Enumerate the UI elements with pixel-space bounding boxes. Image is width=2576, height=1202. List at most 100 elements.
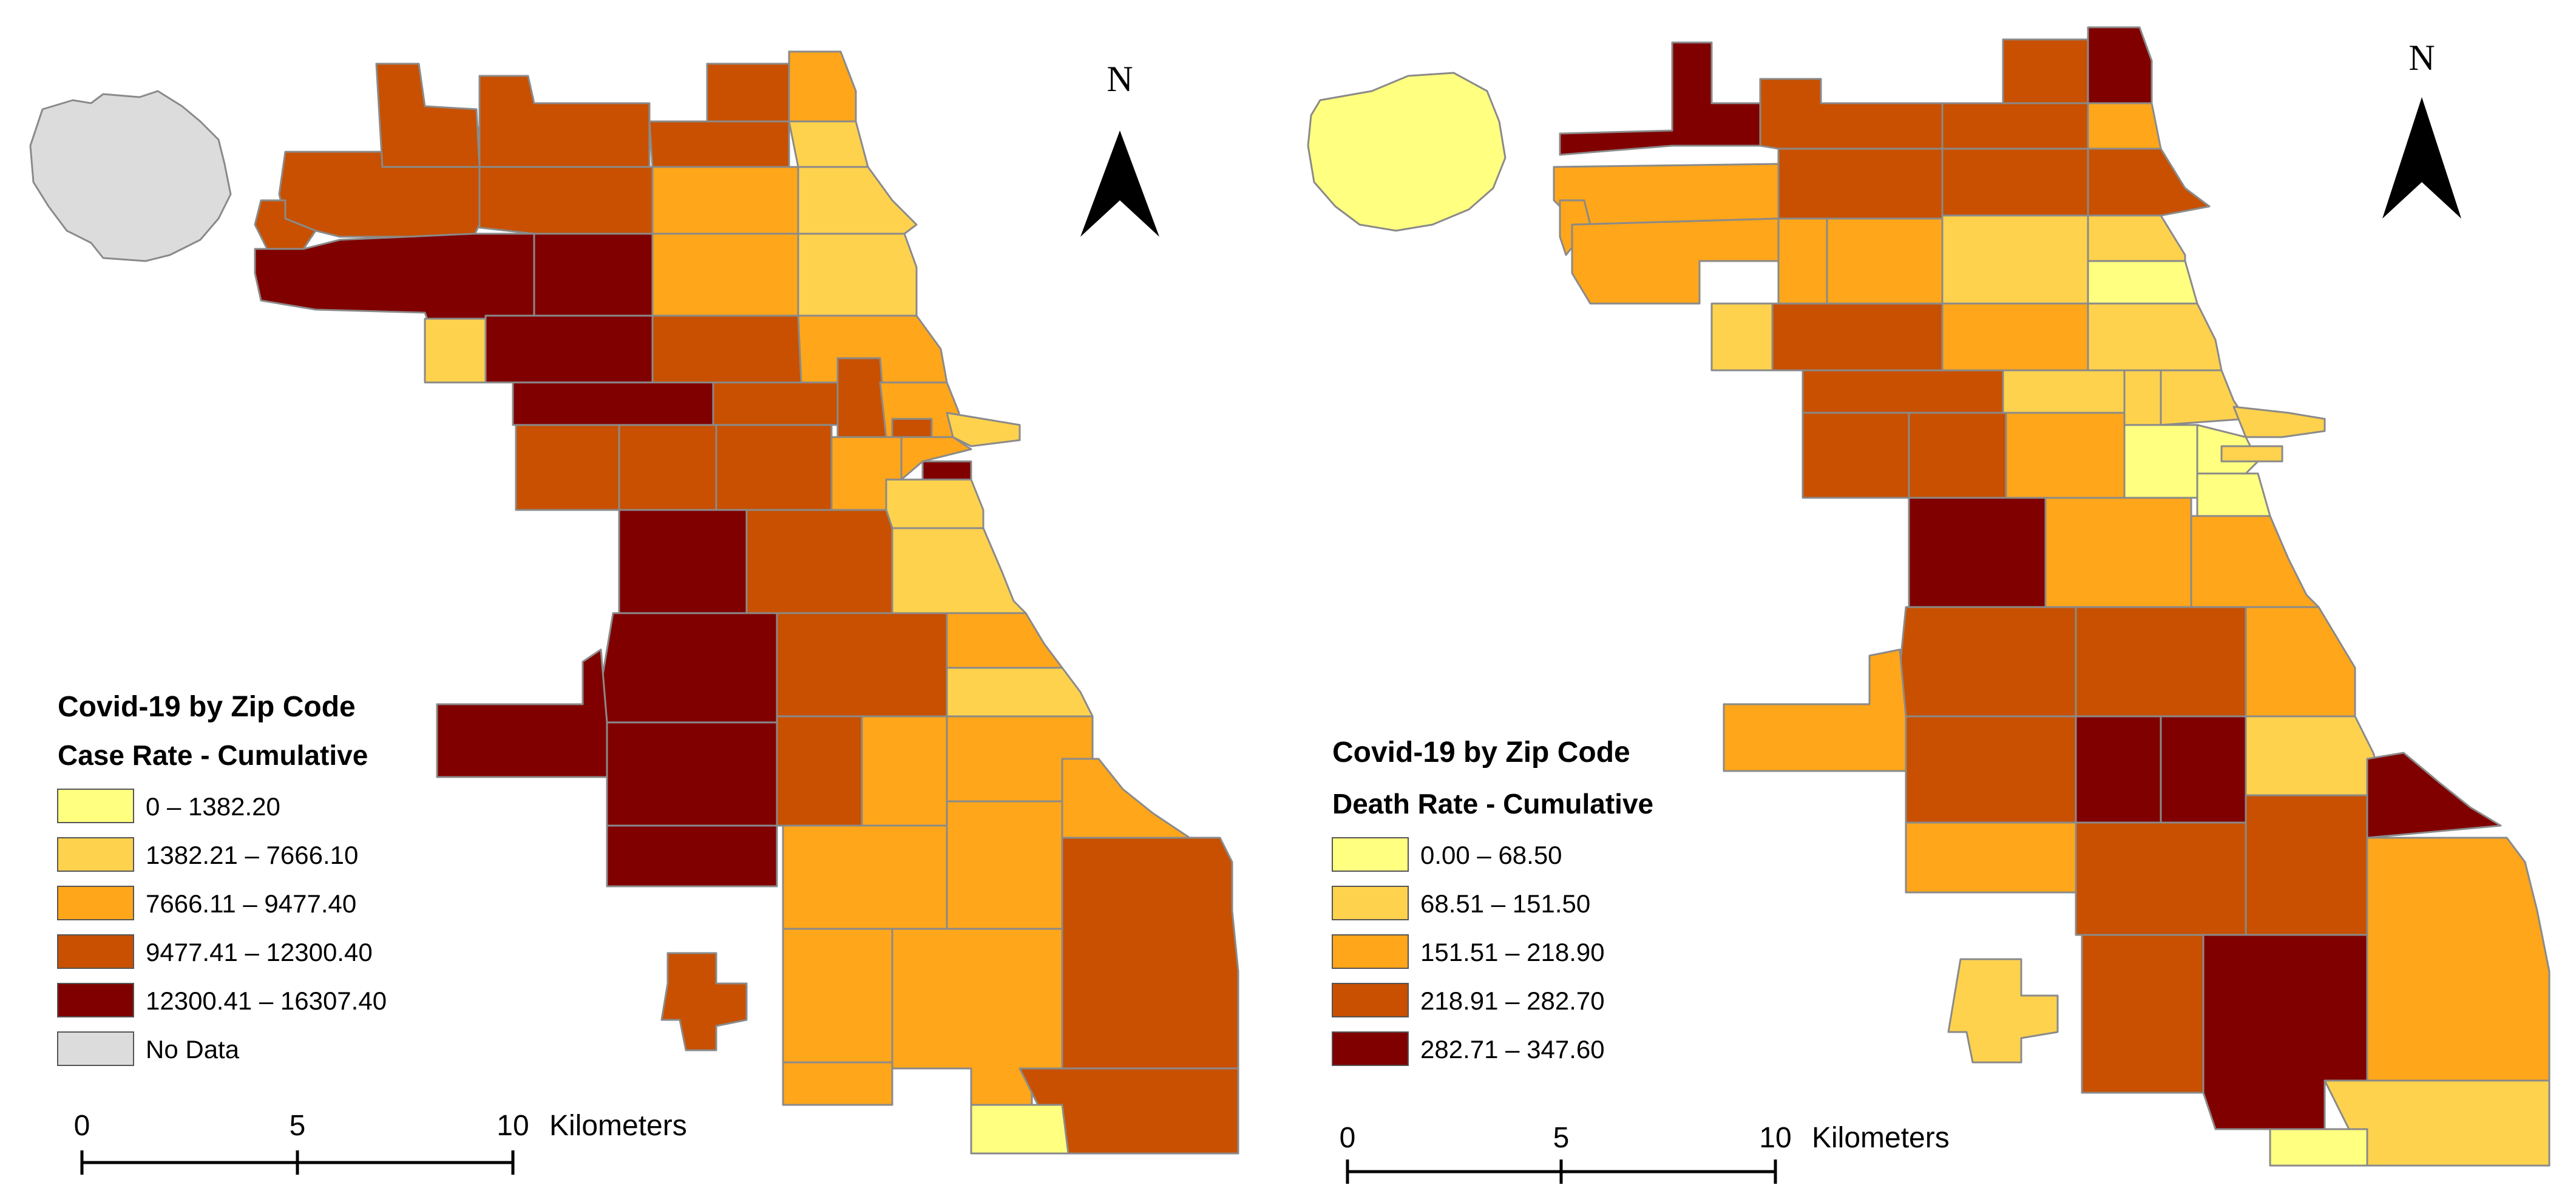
zone-60804-d xyxy=(1723,648,1907,772)
legend-swatch xyxy=(1332,1031,1409,1066)
zone-60617 xyxy=(1061,837,1239,1082)
zone-60644 xyxy=(515,424,620,511)
zone-60640 xyxy=(797,166,918,235)
legend-swatch xyxy=(57,934,134,969)
scale-tick-0: 0 xyxy=(1340,1122,1356,1154)
legend-label: 151.51 – 218.90 xyxy=(1420,938,1605,966)
zone-60653 xyxy=(946,612,1063,669)
legend-label: 7666.11 – 9477.40 xyxy=(146,889,356,918)
death-rate-legend: Covid-19 by Zip Code Death Rate - Cumula… xyxy=(1332,736,1653,1066)
legend-label: 282.71 – 347.60 xyxy=(1420,1035,1605,1064)
zone-60632 xyxy=(776,612,948,718)
north-arrow-label-d: N xyxy=(2408,38,2435,78)
zone-60610 xyxy=(836,357,887,438)
zone-60639-d xyxy=(1802,369,2004,414)
case-rate-legend: Covid-19 by Zip Code Case Rate - Cumulat… xyxy=(57,691,387,1066)
legend-subtitle: Case Rate - Cumulative xyxy=(58,739,368,771)
legend-label: 0.00 – 68.50 xyxy=(1420,841,1562,869)
zone-60651 xyxy=(512,381,714,426)
zone-60653-d xyxy=(2245,606,2356,718)
zone-60614-d xyxy=(2087,302,2223,372)
zone-60630-d xyxy=(1571,217,1780,305)
zone-60626 xyxy=(788,120,869,168)
zone-60613-d xyxy=(2087,260,2198,305)
legend-swatch xyxy=(57,1031,134,1066)
legend-subtitle: Death Rate - Cumulative xyxy=(1332,788,1653,820)
zone-60649 xyxy=(1061,758,1191,839)
zone-60608-d xyxy=(2044,497,2192,608)
scale-tick-0: 0 xyxy=(74,1110,90,1142)
zone-60647-d xyxy=(2002,369,2126,414)
zone-60608 xyxy=(745,509,893,614)
zone-60646b-d xyxy=(1777,148,1944,220)
zone-60623-d xyxy=(1899,606,2077,718)
zone-60605-d xyxy=(2196,472,2271,517)
zone-60660-d xyxy=(2087,102,2162,150)
zone-60605 xyxy=(885,478,985,529)
zone-60629 xyxy=(606,721,778,827)
zone-60624b xyxy=(618,424,717,511)
zone-60625b-d xyxy=(1826,217,1944,305)
scale-tick-10: 10 xyxy=(497,1110,529,1142)
zone-60827-d xyxy=(2269,1128,2368,1167)
zone-60647 xyxy=(651,314,802,384)
death-rate-map: N Covid-19 by Zip Code Death Rate - Cumu… xyxy=(1307,26,2551,1184)
zone-60646 xyxy=(478,75,651,168)
legend-swatch xyxy=(1332,983,1409,1017)
zone-60706 xyxy=(254,199,317,250)
zone-60625a-d xyxy=(1777,217,1828,305)
zone-60652-d xyxy=(1905,821,2077,894)
zone-60630 xyxy=(478,166,654,235)
zone-60640-d xyxy=(2087,214,2186,262)
zone-60641-d xyxy=(1941,302,2089,372)
zone-60637 xyxy=(861,715,948,827)
zone-60632-d xyxy=(2075,606,2247,718)
legend-title: Covid-19 by Zip Code xyxy=(1332,736,1630,769)
legend-swatch xyxy=(57,886,134,920)
zone-60631-d xyxy=(1559,41,1761,156)
zone-60624-d xyxy=(1908,497,2047,608)
zone-60620 xyxy=(782,928,893,1064)
zone-60659-d xyxy=(1941,102,2089,150)
legend-label: 68.51 – 151.50 xyxy=(1420,889,1590,918)
legend-swatch xyxy=(57,983,134,1017)
zone-60660b-d xyxy=(2087,148,2211,217)
zone-60646-d xyxy=(1759,78,1944,150)
zone-60640b-d xyxy=(1941,148,2089,217)
zone-60609-d xyxy=(2075,715,2162,824)
zone-60612-d xyxy=(2005,412,2126,499)
zone-60622-d xyxy=(1908,412,2007,499)
zone-60645-d xyxy=(2002,38,2089,104)
scale-tick-10: 10 xyxy=(1759,1122,1791,1154)
zone-60601-d xyxy=(2232,406,2326,438)
north-arrow-label: N xyxy=(1107,59,1133,99)
legend-label: No Data xyxy=(146,1035,240,1064)
zone-60636-d xyxy=(2075,821,2247,936)
case-rate-scalebar xyxy=(80,1150,515,1175)
zone-60625 xyxy=(651,166,799,235)
zone-60615 xyxy=(946,667,1094,718)
legend-label: 0 – 1382.20 xyxy=(146,792,280,821)
zone-60611-d xyxy=(2160,369,2247,426)
zone-60827 xyxy=(970,1104,1069,1155)
zone-60652 xyxy=(606,824,778,888)
legend-swatch xyxy=(1332,837,1409,872)
zone-60618-d xyxy=(1941,214,2089,305)
legend-label: 9477.41 – 12300.40 xyxy=(146,938,373,966)
zone-60622 xyxy=(712,381,839,426)
zone-60631 xyxy=(375,63,481,168)
zone-60613 xyxy=(797,233,918,317)
zone-60618 xyxy=(651,233,799,317)
zone-60654 xyxy=(891,418,933,438)
zone-60626-d xyxy=(2087,26,2153,104)
zone-60659 xyxy=(706,63,790,123)
zone-60638 xyxy=(660,952,748,1051)
legend-label: 12300.41 – 16307.40 xyxy=(146,986,387,1015)
legend-swatch xyxy=(57,837,134,872)
case-rate-map: N Covid-19 by Zip Code Case Rate - Cumul… xyxy=(29,50,1239,1175)
legend-swatch xyxy=(57,789,134,823)
zone-60607-d xyxy=(2123,424,2198,499)
zone-60636 xyxy=(782,824,948,930)
scale-tick-5: 5 xyxy=(290,1110,306,1142)
zone-60606-d xyxy=(2220,445,2283,463)
